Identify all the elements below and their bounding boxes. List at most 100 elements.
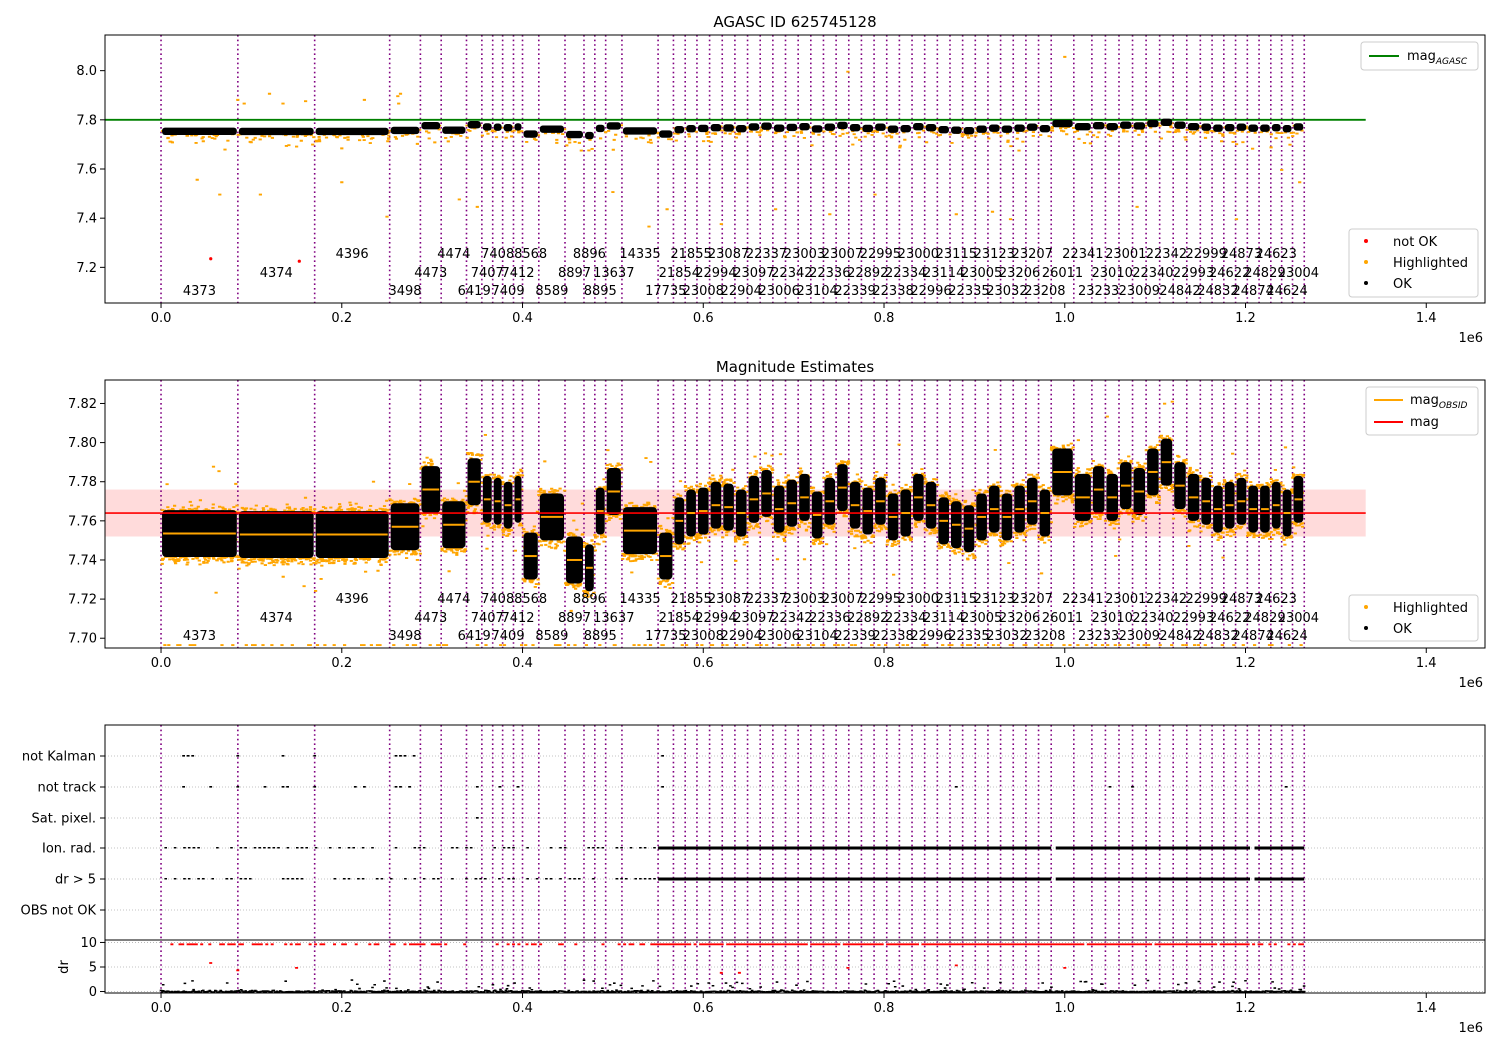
obsid-label: 8895	[584, 284, 617, 299]
y-tick-label: 7.78	[68, 475, 97, 490]
ok-points-band	[686, 124, 696, 133]
ok-points-band	[710, 124, 722, 132]
obsid-label: 23003	[784, 247, 825, 262]
obsid-label: 24829	[1244, 611, 1285, 626]
legend-label: mag	[1410, 415, 1439, 430]
obsid-label: 21855	[670, 247, 711, 262]
obsid-label: 22904	[721, 284, 762, 299]
obsid-label: 24622	[1209, 266, 1250, 281]
ok-points-band	[539, 125, 564, 133]
obsid-label: 21854	[659, 266, 700, 281]
obsid-label: 22338	[872, 629, 913, 644]
obsid-label: 22336	[809, 266, 850, 281]
obsid-label: 4374	[260, 266, 293, 281]
obsid-label: 23005	[961, 266, 1002, 281]
ok-points-band	[849, 124, 861, 132]
obsid-label: 22339	[834, 629, 875, 644]
legend-marker	[1364, 239, 1368, 243]
panel-3-axes: 0.0 0.2 0.4 0.6 0.8 1.0 1.2 1.4 1e6 not Kalman not…	[21, 750, 1484, 1037]
ok-points-band	[622, 127, 658, 135]
y-tick-label: 5	[89, 960, 97, 975]
ok-points-band	[1174, 121, 1186, 129]
legend-marker	[1364, 260, 1368, 264]
obsid-label: 24842	[1159, 629, 1200, 644]
panel-1-plot-area: 4373 4374 4396 3498 4473 4474 6419 7407 7408 7409…	[105, 35, 1366, 303]
obsid-label: 7407	[471, 266, 504, 281]
x-tick-label: 0.2	[331, 1001, 352, 1016]
obsid-label: 24842	[1159, 284, 1200, 299]
x-tick-label: 1.0	[1054, 656, 1075, 671]
obsid-label: 22337	[746, 247, 787, 262]
obsid-label: 22338	[872, 284, 913, 299]
ok-points-band	[1224, 124, 1235, 132]
ok-points-band	[467, 121, 481, 129]
ok-points-band	[482, 123, 492, 131]
x-tick-label: 0.8	[874, 1001, 895, 1016]
ok-points-band	[875, 123, 886, 131]
flag-dense-segment	[658, 846, 1052, 850]
obsid-label: 7408	[481, 247, 514, 262]
obsid-label: 23008	[683, 629, 724, 644]
x-tick-label: 0.0	[151, 1001, 172, 1016]
obsid-label: 26011	[1042, 611, 1083, 626]
y-tick-label: 7.2	[76, 261, 97, 276]
obsid-label: 7409	[492, 629, 525, 644]
x-tick-label: 1.2	[1235, 656, 1256, 671]
ok-points-band	[799, 123, 810, 131]
sat-pixel-points	[475, 817, 479, 819]
panel-flags: 0.0 0.2 0.4 0.6 0.8 1.0 1.2 1.4 1e6 not Kalman not…	[21, 724, 1486, 1037]
x-tick-label: 1.4	[1416, 1001, 1437, 1016]
obsid-label: 8568	[514, 592, 547, 607]
y-tick-label: 0	[89, 985, 97, 1000]
obsid-label: 4374	[260, 611, 293, 626]
obsid-label: 14335	[619, 247, 660, 262]
x-tick-label: 0.0	[151, 656, 172, 671]
obsid-label: 22904	[721, 629, 762, 644]
x-offset-label: 1e6	[1458, 676, 1483, 691]
obsid-label: 23003	[784, 592, 825, 607]
obsid-label: 14335	[619, 592, 660, 607]
x-tick-label: 0.4	[512, 656, 533, 671]
obsid-label: 23006	[759, 629, 800, 644]
obsid-label: 22995	[860, 247, 901, 262]
obsid-label: 26011	[1042, 266, 1083, 281]
legend-marker	[1364, 626, 1368, 630]
obsid-label: 22340	[1132, 266, 1173, 281]
obsid-label: 22996	[910, 629, 951, 644]
x-tick-label: 0.6	[693, 656, 714, 671]
y-tick-label: 8.0	[76, 64, 97, 79]
flag-points	[164, 878, 656, 880]
obsid-label: 24622	[1209, 611, 1250, 626]
obsid-label: 23087	[708, 247, 749, 262]
obsid-label: 23004	[1278, 266, 1319, 281]
x-tick-label: 0.6	[693, 311, 714, 326]
ok-points-band	[606, 122, 621, 130]
obsid-label: 3498	[388, 629, 421, 644]
ok-points-band	[1271, 124, 1281, 132]
obsid-label: 4473	[414, 611, 447, 626]
obsid-label: 23007	[822, 592, 863, 607]
obsid-label: 4474	[437, 592, 470, 607]
obsid-label: 23001	[1105, 247, 1146, 262]
obsid-label: 23114	[923, 266, 964, 281]
ok-points-band	[811, 125, 823, 133]
obsid-label: 23207	[1012, 247, 1053, 262]
obsid-label: 4373	[183, 284, 216, 299]
legend-label: OK	[1393, 277, 1412, 292]
obsid-label: 23010	[1092, 611, 1133, 626]
obsid-label: 8589	[535, 284, 568, 299]
dr-axis-label: dr	[57, 960, 72, 974]
obsid-label: 8896	[573, 247, 606, 262]
obsid-label: 17735	[645, 629, 686, 644]
flag-row-label: dr > 5	[55, 873, 96, 888]
obsid-label: 22892	[847, 611, 888, 626]
highlighted-points	[160, 400, 1306, 647]
panel-1-frame	[104, 34, 1486, 304]
x-tick-label: 0.4	[512, 311, 533, 326]
obsid-label: 8589	[535, 629, 568, 644]
obsid-label: 22336	[809, 611, 850, 626]
y-tick-label: 10	[80, 936, 97, 951]
panel-3-plot-area	[105, 725, 1485, 993]
not-ok-point	[297, 259, 301, 263]
obsid-label: 4373	[183, 629, 216, 644]
